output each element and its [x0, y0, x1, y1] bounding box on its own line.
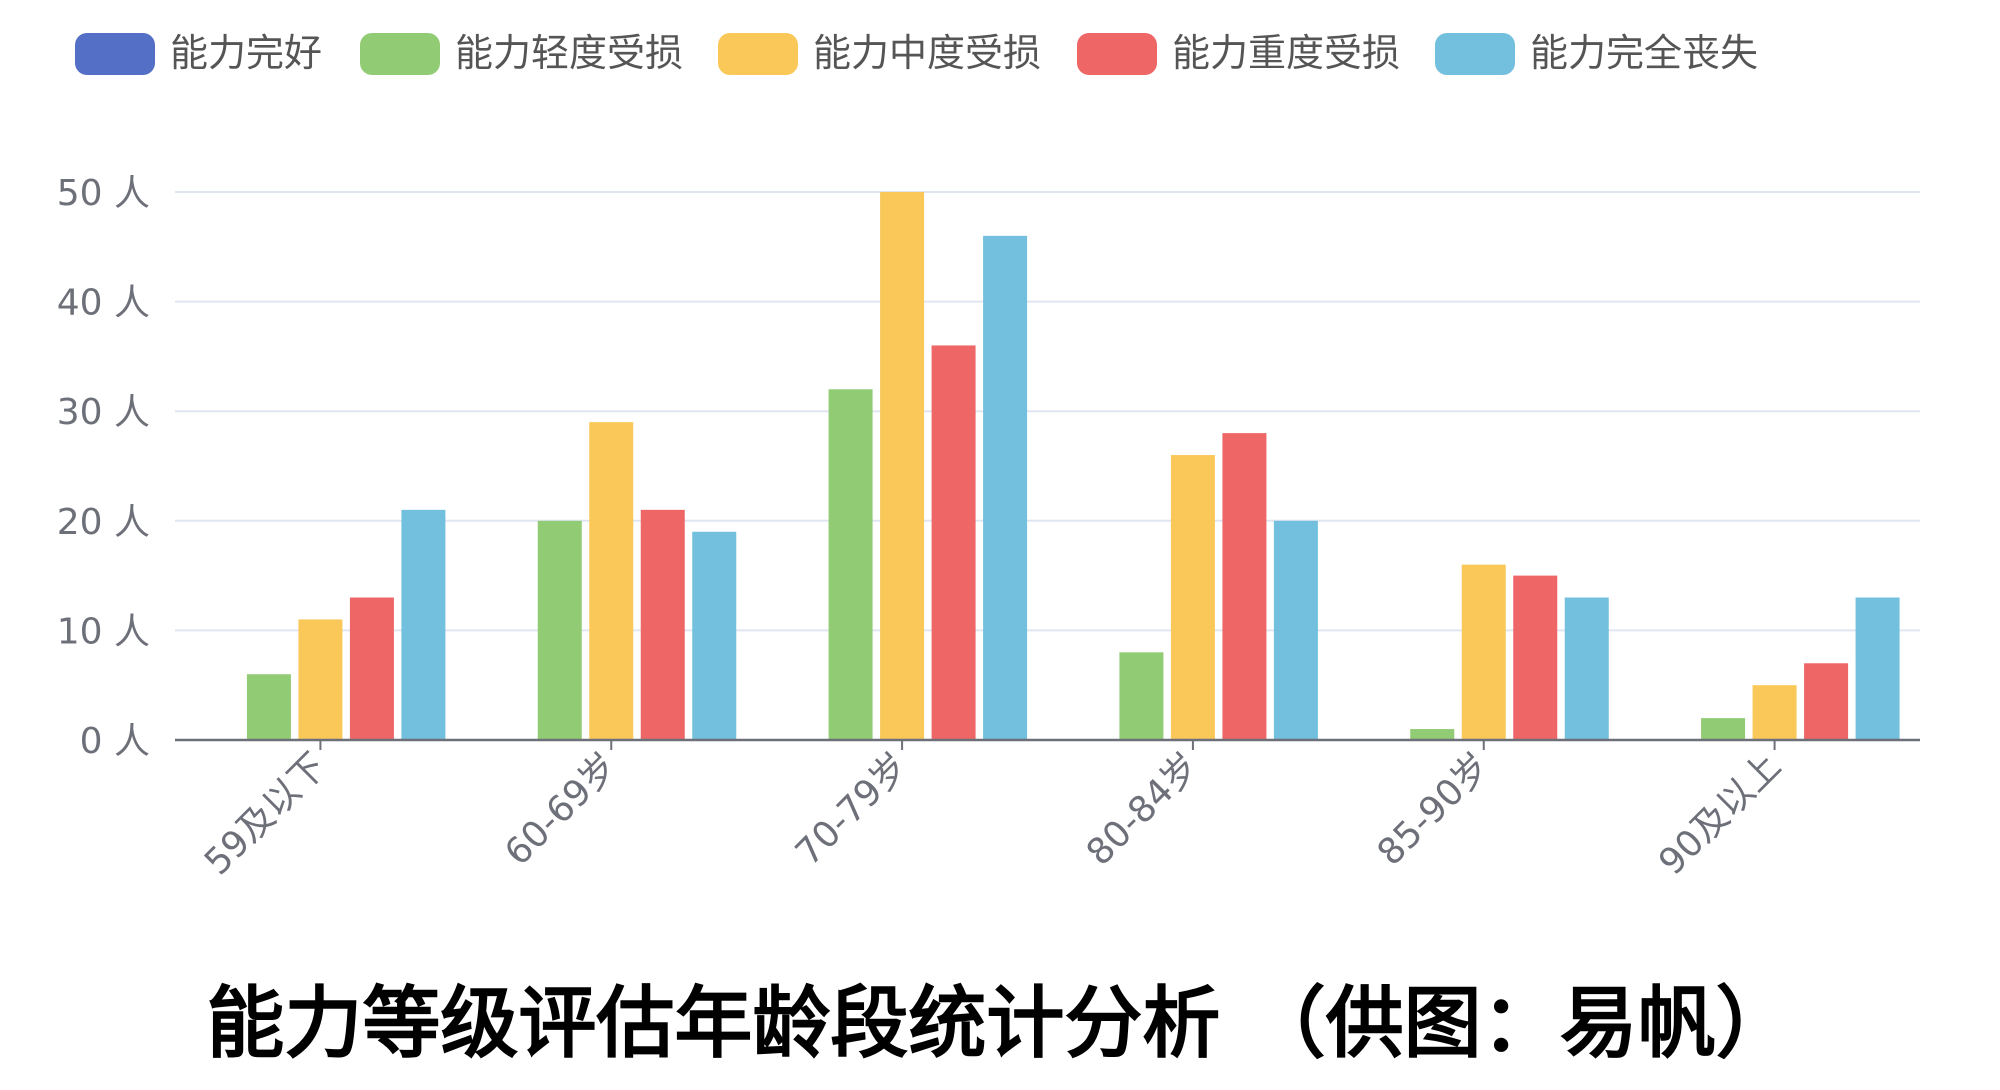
bar[interactable] [1804, 663, 1849, 740]
x-tick-label: 90及以上 [1651, 745, 1789, 883]
legend-label[interactable]: 能力完全丧失 [1530, 31, 1758, 75]
bar[interactable] [401, 509, 446, 740]
bar[interactable] [1701, 718, 1746, 740]
bar[interactable] [1222, 433, 1267, 740]
bar[interactable] [298, 619, 343, 740]
x-tick-label: 85-90岁 [1370, 745, 1498, 873]
bar[interactable] [640, 509, 685, 740]
legend-label[interactable]: 能力完好 [170, 31, 322, 75]
bars [246, 192, 1900, 740]
bar[interactable] [1273, 520, 1318, 740]
bar[interactable] [537, 520, 582, 740]
bar[interactable] [1564, 597, 1609, 740]
bar[interactable] [246, 674, 291, 740]
x-tick-label: 59及以下 [197, 745, 335, 883]
legend-swatch[interactable] [360, 33, 440, 75]
bar[interactable] [931, 345, 976, 740]
bar[interactable] [880, 192, 925, 740]
y-tick-label: 10 人 [57, 611, 150, 652]
legend-swatch[interactable] [718, 33, 798, 75]
grid [175, 191, 1920, 632]
y-tick-label: 0 人 [80, 721, 150, 762]
x-tick-label: 70-79岁 [788, 745, 916, 873]
y-tick-label: 40 人 [57, 283, 150, 324]
legend: 能力完好 能力轻度受损 能力中度受损 能力重度受损 能力完全丧失 [75, 31, 1758, 75]
legend-label[interactable]: 能力重度受损 [1172, 31, 1400, 75]
bar[interactable] [1752, 685, 1797, 740]
x-tick-label: 60-69岁 [497, 745, 625, 873]
y-tick-label: 20 人 [57, 502, 150, 543]
y-tick-label: 30 人 [57, 392, 150, 433]
chart-title: 能力等级评估年龄段统计分析 （供图：易帆） [206, 979, 1793, 1069]
legend-swatch[interactable] [75, 33, 155, 75]
legend-label[interactable]: 能力中度受损 [813, 31, 1041, 75]
legend-swatch[interactable] [1435, 33, 1515, 75]
bar[interactable] [1855, 597, 1900, 740]
legend-label[interactable]: 能力轻度受损 [455, 31, 683, 75]
bar[interactable] [1461, 564, 1506, 740]
bar[interactable] [1170, 455, 1215, 740]
bar[interactable] [589, 422, 634, 740]
y-tick-label: 50 人 [57, 173, 150, 214]
bar[interactable] [983, 235, 1028, 740]
bar[interactable] [1513, 575, 1558, 740]
x-tick-label: 80-84岁 [1079, 745, 1207, 873]
bar[interactable] [349, 597, 394, 740]
legend-swatch[interactable] [1077, 33, 1157, 75]
bar[interactable] [1119, 652, 1164, 740]
bar[interactable] [692, 531, 737, 740]
bar[interactable] [828, 389, 873, 740]
bar[interactable] [1410, 729, 1455, 740]
